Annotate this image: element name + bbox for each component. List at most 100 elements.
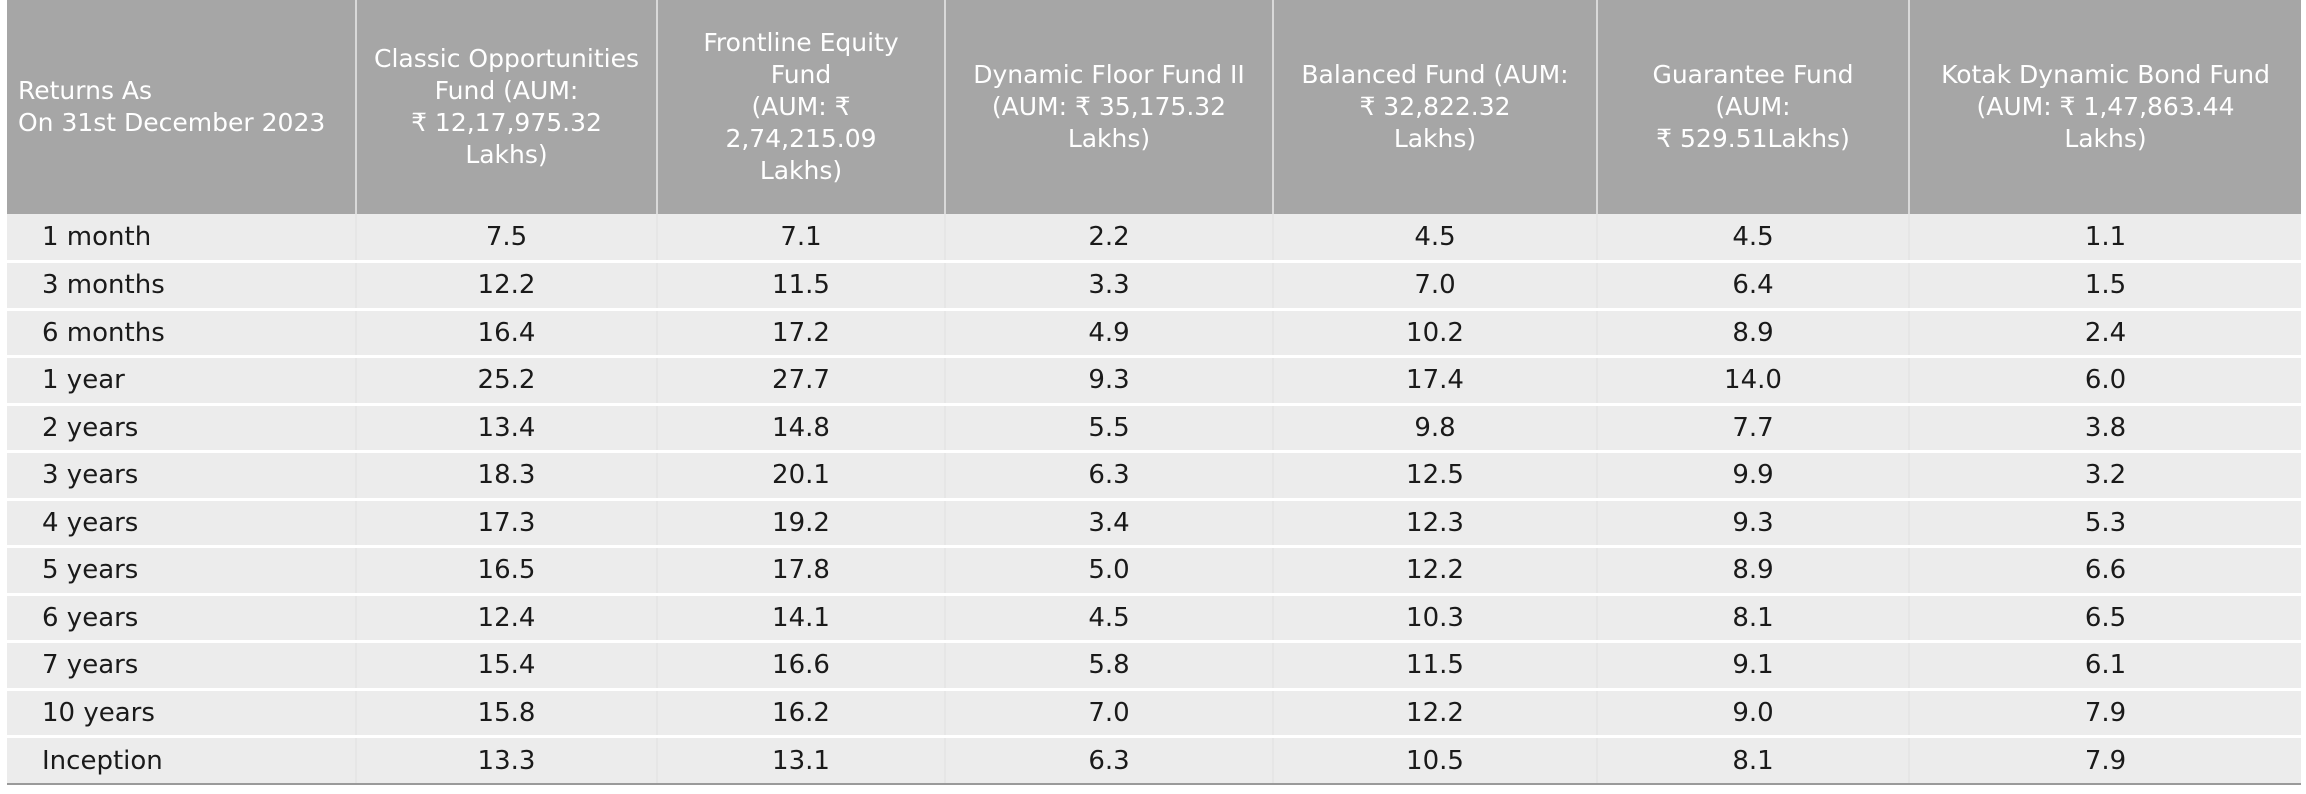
header-line: Returns As [18,76,153,105]
value-cell: 9.0 [1597,689,1910,738]
value-cell: 12.2 [356,261,658,311]
period-cell: 7 years [7,641,357,691]
table-row: 2 years 13.4 14.8 5.5 9.8 7.7 3.8 [7,404,2301,453]
value-cell: 11.5 [1273,641,1598,691]
header-kotak-dynamic-bond-fund: Kotak Dynamic Bond Fund (AUM: ₹ 1,47,863… [1909,0,2301,214]
period-cell: 2 years [7,404,357,453]
value-cell: 15.8 [356,689,658,738]
value-cell: 6.1 [1909,641,2301,691]
value-cell: 11.5 [657,261,946,311]
header-line: Frontline Equity Fund [703,28,899,89]
value-cell: 3.2 [1909,451,2301,501]
value-cell: 16.4 [356,309,658,358]
value-cell: 10.2 [1273,309,1598,358]
header-balanced-fund: Balanced Fund (AUM: ₹ 32,822.32 Lakhs) [1273,0,1598,214]
header-line: Guarantee Fund (AUM: [1652,60,1854,121]
returns-table-container: Returns As On 31st December 2023 Classic… [7,0,2301,785]
table-row: 4 years 17.3 19.2 3.4 12.3 9.3 5.3 [7,499,2301,548]
value-cell: 8.9 [1597,546,1910,596]
header-guarantee-fund: Guarantee Fund (AUM: ₹ 529.51Lakhs) [1597,0,1910,214]
header-line: On 31st December 2023 [18,108,326,137]
header-line: (AUM: ₹ 35,175.32 [991,92,1227,121]
value-cell: 3.3 [945,261,1274,311]
value-cell: 14.1 [657,594,946,643]
period-cell: 1 year [7,356,357,406]
value-cell: 17.2 [657,309,946,358]
header-line: Lakhs) [2064,124,2147,153]
period-cell: 6 years [7,594,357,643]
header-line: Kotak Dynamic Bond Fund [1941,60,2270,89]
table-row: 6 years 12.4 14.1 4.5 10.3 8.1 6.5 [7,594,2301,643]
period-cell: 1 month [7,214,357,263]
value-cell: 7.1 [657,214,946,263]
value-cell: 12.2 [1273,689,1598,738]
value-cell: 19.2 [657,499,946,548]
period-cell: 10 years [7,689,357,738]
value-cell: 5.8 [945,641,1274,691]
value-cell: 16.6 [657,641,946,691]
value-cell: 3.8 [1909,404,2301,453]
value-cell: 12.3 [1273,499,1598,548]
table-row: 7 years 15.4 16.6 5.8 11.5 9.1 6.1 [7,641,2301,691]
value-cell: 7.9 [1909,689,2301,738]
value-cell: 14.8 [657,404,946,453]
table-row: 1 month 7.5 7.1 2.2 4.5 4.5 1.1 [7,214,2301,263]
fund-returns-table: Returns As On 31st December 2023 Classic… [7,0,2301,785]
value-cell: 7.5 [356,214,658,263]
value-cell: 16.5 [356,546,658,596]
value-cell: 5.3 [1909,499,2301,548]
value-cell: 13.1 [657,736,946,785]
value-cell: 4.5 [945,594,1274,643]
period-cell: Inception [7,736,357,785]
value-cell: 6.4 [1597,261,1910,311]
value-cell: 4.5 [1273,214,1598,263]
value-cell: 10.5 [1273,736,1598,785]
header-line: Lakhs) [759,156,843,185]
value-cell: 3.4 [945,499,1274,548]
value-cell: 6.3 [945,736,1274,785]
value-cell: 7.0 [1273,261,1598,311]
header-line: Lakhs) [465,140,548,169]
value-cell: 9.8 [1273,404,1598,453]
value-cell: 1.1 [1909,214,2301,263]
header-line: Dynamic Floor Fund II [973,60,1245,89]
value-cell: 17.4 [1273,356,1598,406]
header-dynamic-floor-fund-ii: Dynamic Floor Fund II (AUM: ₹ 35,175.32 … [945,0,1274,214]
period-cell: 4 years [7,499,357,548]
table-row: 6 months 16.4 17.2 4.9 10.2 8.9 2.4 [7,309,2301,358]
value-cell: 5.0 [945,546,1274,596]
value-cell: 6.6 [1909,546,2301,596]
period-cell: 5 years [7,546,357,596]
value-cell: 8.9 [1597,309,1910,358]
header-line: ₹ 529.51Lakhs) [1656,124,1850,153]
value-cell: 13.3 [356,736,658,785]
value-cell: 6.5 [1909,594,2301,643]
table-body: 1 month 7.5 7.1 2.2 4.5 4.5 1.1 3 months… [7,214,2301,785]
value-cell: 12.2 [1273,546,1598,596]
table-row: 1 year 25.2 27.7 9.3 17.4 14.0 6.0 [7,356,2301,406]
value-cell: 7.0 [945,689,1274,738]
header-line: (AUM: ₹ 2,74,215.09 [725,92,877,153]
value-cell: 18.3 [356,451,658,501]
table-row: 5 years 16.5 17.8 5.0 12.2 8.9 6.6 [7,546,2301,596]
value-cell: 13.4 [356,404,658,453]
header-line: ₹ 32,822.32 [1359,92,1511,121]
table-row: 3 months 12.2 11.5 3.3 7.0 6.4 1.5 [7,261,2301,311]
value-cell: 15.4 [356,641,658,691]
table-row: 10 years 15.8 16.2 7.0 12.2 9.0 7.9 [7,689,2301,738]
header-line: Classic Opportunities [374,44,639,73]
value-cell: 8.1 [1597,736,1910,785]
value-cell: 6.3 [945,451,1274,501]
value-cell: 1.5 [1909,261,2301,311]
value-cell: 17.8 [657,546,946,596]
header-line: ₹ 12,17,975.32 [411,108,602,137]
value-cell: 17.3 [356,499,658,548]
value-cell: 12.5 [1273,451,1598,501]
value-cell: 12.4 [356,594,658,643]
value-cell: 9.3 [1597,499,1910,548]
value-cell: 9.9 [1597,451,1910,501]
value-cell: 2.2 [945,214,1274,263]
value-cell: 20.1 [657,451,946,501]
header-period: Returns As On 31st December 2023 [7,0,357,214]
value-cell: 2.4 [1909,309,2301,358]
